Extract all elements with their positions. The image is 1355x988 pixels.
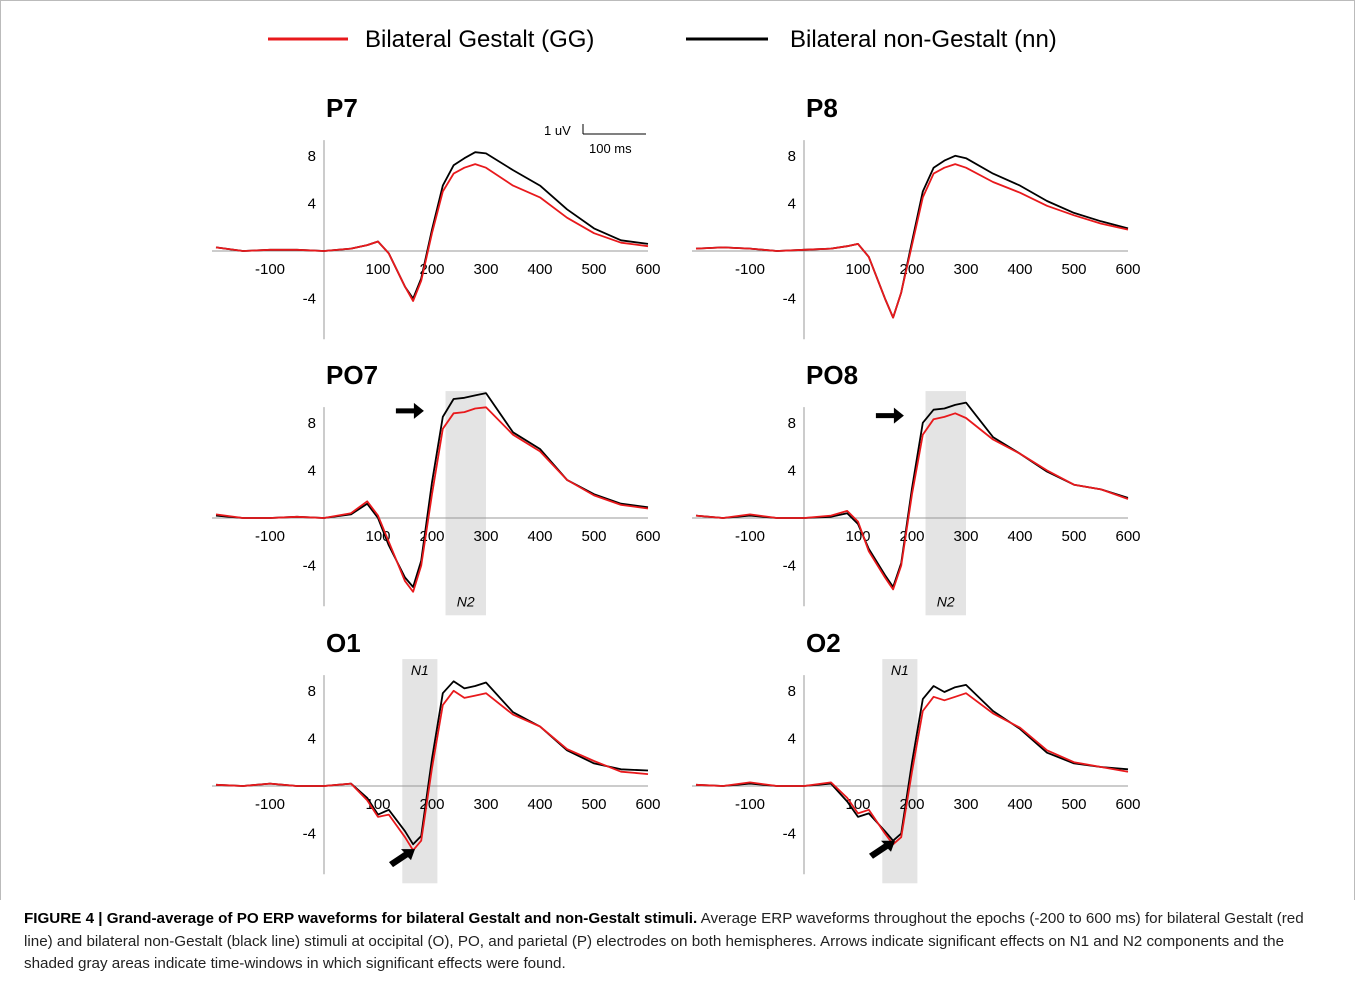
x-tick-label: 500	[581, 796, 606, 813]
x-tick-label: 600	[1115, 528, 1140, 545]
series-line-non-gestalt	[695, 154, 1129, 319]
panel-p8: -100 100 200 300 400 500 600 8 4 -4 P8	[692, 93, 1141, 340]
window-label-n1: N1	[411, 662, 429, 678]
x-tick-label: 600	[635, 528, 660, 545]
y-tick-label: 8	[788, 415, 796, 432]
x-tick-label: -100	[255, 261, 285, 278]
x-tick-label: 600	[635, 261, 660, 278]
y-tick-label: -4	[303, 291, 316, 308]
x-tick-label: 600	[1115, 796, 1140, 813]
significance-arrow	[395, 402, 424, 419]
x-tick-label: 400	[1007, 796, 1032, 813]
panel-title: P7	[326, 93, 358, 123]
series-line-gestalt	[215, 163, 649, 302]
series-line-gestalt	[695, 692, 1129, 846]
x-tick-label: 200	[899, 528, 924, 545]
x-tick-label: -100	[255, 796, 285, 813]
y-tick-label: 4	[308, 730, 316, 747]
x-tick-label: 400	[527, 261, 552, 278]
x-tick-label: 400	[1007, 261, 1032, 278]
x-tick-label: 200	[899, 261, 924, 278]
figure-caption: FIGURE 4 | Grand-average of PO ERP wavef…	[24, 908, 1334, 976]
legend-label-non-gestalt: Bilateral non-Gestalt (nn)	[790, 26, 1057, 53]
series-line-gestalt	[695, 163, 1129, 319]
x-tick-label: 300	[473, 528, 498, 545]
scale-bar: 1 uV 100 ms	[544, 123, 646, 156]
significance-arrow	[869, 840, 895, 859]
x-tick-label: 100	[845, 261, 870, 278]
panel-title: P8	[806, 93, 838, 123]
x-tick-label: 400	[527, 528, 552, 545]
x-tick-label: 300	[953, 261, 978, 278]
series-line-gestalt	[215, 406, 649, 593]
y-tick-label: 4	[308, 462, 316, 479]
x-tick-label: 500	[581, 528, 606, 545]
x-tick-label: 300	[953, 796, 978, 813]
y-tick-label: -4	[783, 558, 796, 575]
x-tick-label: 300	[953, 528, 978, 545]
x-tick-label: 400	[1007, 528, 1032, 545]
significance-arrow	[389, 849, 415, 868]
erp-figure: Bilateral Gestalt (GG) Bilateral non-Ges…	[0, 0, 1355, 900]
y-tick-label: 4	[788, 730, 796, 747]
y-tick-label: -4	[303, 558, 316, 575]
y-tick-label: 4	[788, 462, 796, 479]
panel-title: O1	[326, 628, 361, 658]
x-tick-label: -100	[255, 528, 285, 545]
y-tick-label: -4	[783, 291, 796, 308]
y-tick-label: -4	[303, 826, 316, 843]
panel-title: O2	[806, 628, 841, 658]
figure-border	[0, 0, 1355, 900]
legend-label-gestalt: Bilateral Gestalt (GG)	[365, 26, 594, 53]
x-tick-label: 100	[365, 261, 390, 278]
significance-window	[925, 391, 966, 616]
x-tick-label: 400	[527, 796, 552, 813]
series-line-gestalt	[215, 689, 649, 852]
legend: Bilateral Gestalt (GG) Bilateral non-Ges…	[268, 26, 1057, 53]
x-tick-label: -100	[735, 528, 765, 545]
series-line-gestalt	[695, 412, 1129, 591]
panel-p7: -100 100 200 300 400 500 600 8 4 -4 P7	[212, 93, 661, 340]
y-tick-label: 8	[308, 415, 316, 432]
x-tick-label: -100	[735, 261, 765, 278]
x-tick-label: 200	[419, 261, 444, 278]
y-tick-label: -4	[783, 826, 796, 843]
y-tick-label: 8	[788, 683, 796, 700]
y-tick-label: 4	[788, 195, 796, 212]
y-tick-label: 8	[308, 148, 316, 165]
window-label-n1: N1	[891, 662, 909, 678]
x-tick-label: 500	[1061, 261, 1086, 278]
x-tick-label: 200	[419, 796, 444, 813]
window-label-n2: N2	[457, 593, 475, 609]
panel-title: PO7	[326, 360, 378, 390]
y-tick-label: 8	[308, 683, 316, 700]
significance-arrow	[875, 407, 904, 424]
panel-title: PO8	[806, 360, 858, 390]
caption-text: Average ERP waveforms throughout the epo…	[24, 910, 1304, 972]
x-tick-label: 600	[635, 796, 660, 813]
panel-grid: -100 100 200 300 400 500 600 8 4 -4 P7 -100 100 200 30…	[212, 93, 1141, 884]
caption-title: FIGURE 4 | Grand-average of PO ERP wavef…	[24, 910, 698, 927]
significance-window	[445, 391, 486, 616]
y-tick-label: 4	[308, 195, 316, 212]
window-label-n2: N2	[937, 593, 955, 609]
scale-time-label: 100 ms	[589, 141, 632, 156]
x-tick-label: 500	[1061, 528, 1086, 545]
x-tick-label: 300	[473, 796, 498, 813]
y-tick-label: 8	[788, 148, 796, 165]
x-tick-label: 600	[1115, 261, 1140, 278]
x-tick-label: 300	[473, 261, 498, 278]
scale-amplitude-label: 1 uV	[544, 123, 571, 138]
x-tick-label: 500	[581, 261, 606, 278]
x-tick-label: 200	[899, 796, 924, 813]
x-tick-label: 500	[1061, 796, 1086, 813]
x-tick-label: -100	[735, 796, 765, 813]
